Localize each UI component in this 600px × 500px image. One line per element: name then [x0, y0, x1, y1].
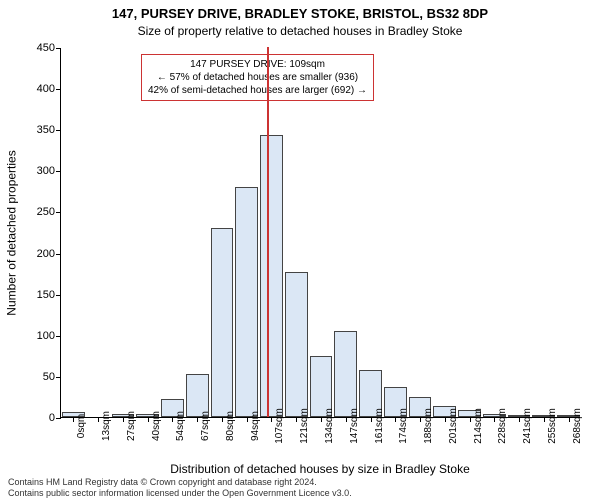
x-tick: [247, 417, 248, 422]
y-tick-label: 300: [37, 165, 55, 177]
x-tick: [544, 417, 545, 422]
y-tick: [56, 254, 61, 255]
marker-line: [267, 47, 269, 417]
annotation-line1: 147 PURSEY DRIVE: 109sqm: [148, 58, 367, 71]
x-tick: [123, 417, 124, 422]
annotation-line2: ← 57% of detached houses are smaller (93…: [148, 71, 367, 84]
x-tick: [321, 417, 322, 422]
x-tick-label: 228sqm: [497, 408, 508, 444]
x-tick-label: 241sqm: [522, 408, 533, 444]
histogram-bar: [334, 331, 357, 417]
x-tick-label: 40sqm: [151, 411, 162, 441]
y-tick-label: 150: [37, 289, 55, 301]
chart-subtitle: Size of property relative to detached ho…: [0, 24, 600, 38]
chart-container: 147, PURSEY DRIVE, BRADLEY STOKE, BRISTO…: [0, 0, 600, 500]
x-tick-label: 174sqm: [398, 408, 409, 444]
x-tick: [296, 417, 297, 422]
x-tick-label: 27sqm: [126, 411, 137, 441]
y-tick-label: 200: [37, 248, 55, 260]
chart-title: 147, PURSEY DRIVE, BRADLEY STOKE, BRISTO…: [0, 6, 600, 21]
attribution-line1: Contains HM Land Registry data © Crown c…: [8, 477, 352, 487]
x-tick-label: 0sqm: [76, 414, 87, 438]
x-tick: [346, 417, 347, 422]
annotation-line3: 42% of semi-detached houses are larger (…: [148, 84, 367, 97]
y-tick: [56, 295, 61, 296]
x-tick-label: 201sqm: [448, 408, 459, 444]
histogram-bar: [285, 272, 308, 417]
x-tick-label: 67sqm: [200, 411, 211, 441]
y-tick: [56, 48, 61, 49]
y-axis-label: Number of detached properties: [4, 48, 20, 418]
histogram-bar: [211, 228, 234, 417]
histogram-bar: [260, 135, 283, 417]
y-tick: [56, 171, 61, 172]
x-tick-label: 161sqm: [374, 408, 385, 444]
y-tick-label: 250: [37, 206, 55, 218]
x-axis-label: Distribution of detached houses by size …: [60, 462, 580, 476]
histogram-bar: [235, 187, 258, 417]
x-tick: [73, 417, 74, 422]
x-tick: [222, 417, 223, 422]
x-tick: [371, 417, 372, 422]
x-tick: [395, 417, 396, 422]
x-tick: [420, 417, 421, 422]
x-tick: [569, 417, 570, 422]
annotation-box: 147 PURSEY DRIVE: 109sqm ← 57% of detach…: [141, 54, 374, 101]
y-tick-label: 450: [37, 42, 55, 54]
y-tick: [56, 130, 61, 131]
x-tick: [172, 417, 173, 422]
x-tick: [445, 417, 446, 422]
attribution: Contains HM Land Registry data © Crown c…: [8, 477, 352, 498]
y-tick-label: 350: [37, 124, 55, 136]
x-tick-label: 214sqm: [473, 408, 484, 444]
y-tick-label: 400: [37, 83, 55, 95]
x-tick: [271, 417, 272, 422]
x-tick: [148, 417, 149, 422]
x-tick-label: 121sqm: [299, 408, 310, 444]
x-tick: [470, 417, 471, 422]
x-tick: [519, 417, 520, 422]
x-tick-label: 94sqm: [250, 411, 261, 441]
y-tick: [56, 212, 61, 213]
y-tick-label: 50: [43, 371, 55, 383]
x-tick-label: 188sqm: [423, 408, 434, 444]
y-tick-label: 0: [49, 412, 55, 424]
x-tick-label: 13sqm: [101, 411, 112, 441]
plot-area: 147 PURSEY DRIVE: 109sqm ← 57% of detach…: [60, 48, 580, 418]
x-tick: [197, 417, 198, 422]
x-tick: [98, 417, 99, 422]
x-tick-label: 107sqm: [274, 408, 285, 444]
y-tick: [56, 89, 61, 90]
attribution-line2: Contains public sector information licen…: [8, 488, 352, 498]
y-tick: [56, 377, 61, 378]
y-tick-label: 100: [37, 330, 55, 342]
y-tick: [56, 418, 61, 419]
x-tick-label: 134sqm: [324, 408, 335, 444]
x-tick-label: 80sqm: [225, 411, 236, 441]
x-tick-label: 268sqm: [572, 408, 583, 444]
x-tick-label: 255sqm: [547, 408, 558, 444]
x-tick-label: 54sqm: [175, 411, 186, 441]
y-tick: [56, 336, 61, 337]
x-tick: [494, 417, 495, 422]
x-tick-label: 147sqm: [349, 408, 360, 444]
